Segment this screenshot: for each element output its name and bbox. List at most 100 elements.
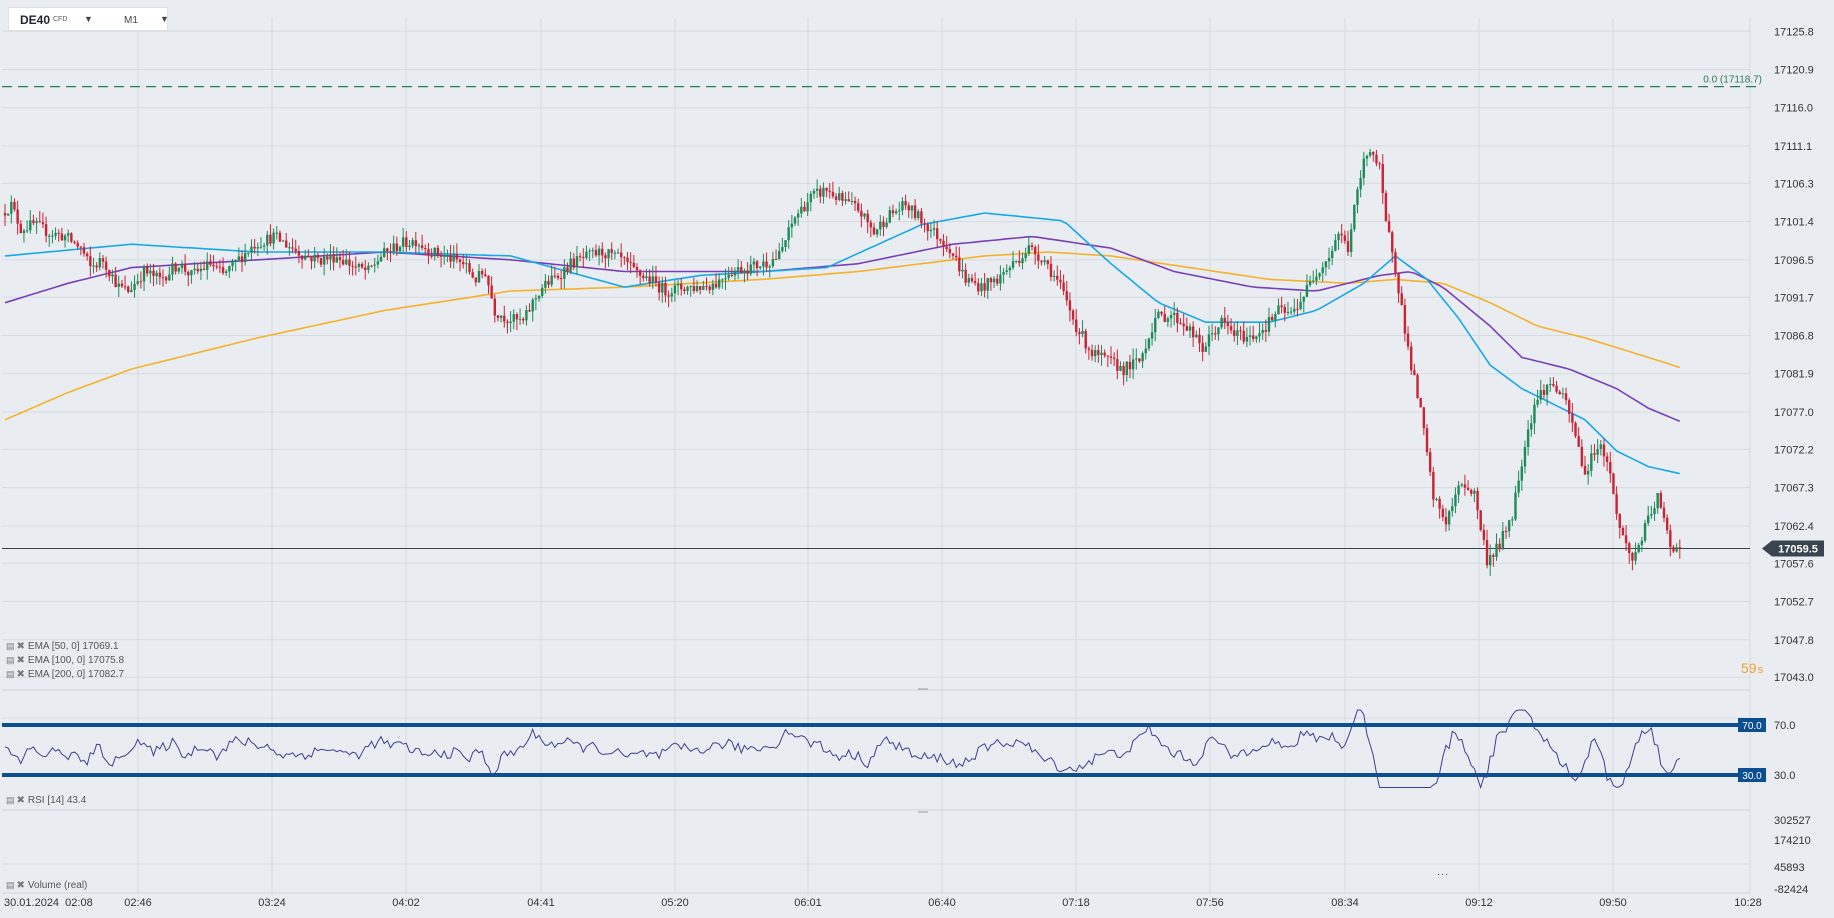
candle: [1520, 459, 1523, 491]
candle: [559, 270, 563, 289]
candle-body: [6, 213, 10, 216]
candle-body: [54, 232, 57, 236]
candle: [1656, 492, 1659, 514]
candle-body: [1564, 393, 1568, 401]
candle: [291, 238, 294, 254]
candle: [307, 249, 310, 258]
close-icon[interactable]: ✖: [16, 641, 25, 652]
candle: [76, 240, 79, 250]
candle-body: [958, 257, 961, 272]
candle: [1545, 383, 1549, 406]
candle-body: [1002, 271, 1005, 275]
candle: [1289, 306, 1293, 315]
candle-body: [702, 285, 705, 290]
candle: [136, 273, 139, 286]
rsi-panel: 70.0 30.0: [2, 709, 1766, 790]
candle-body: [936, 228, 939, 240]
candle-body: [1327, 257, 1331, 262]
candle: [629, 252, 632, 274]
candle: [954, 246, 958, 262]
candle-body: [578, 256, 582, 258]
candle-body: [771, 258, 775, 267]
rsi-level-badge-label: 70.0: [1742, 721, 1762, 732]
candle-body: [1492, 555, 1495, 557]
candle: [850, 192, 854, 206]
candle: [275, 226, 278, 240]
countdown-value: 59: [1741, 660, 1757, 676]
candle-body: [920, 211, 923, 224]
settings-icon[interactable]: ▤: [6, 669, 15, 679]
settings-icon[interactable]: ▤: [6, 641, 15, 651]
candle-body: [894, 211, 898, 214]
candle-body: [923, 223, 926, 225]
candle: [556, 272, 560, 281]
candle-body: [490, 285, 493, 299]
candle: [443, 245, 446, 265]
candle: [462, 254, 465, 269]
candle-body: [1596, 448, 1599, 455]
chevron-down-icon[interactable]: ▼: [160, 14, 169, 24]
close-icon[interactable]: ✖: [16, 795, 25, 806]
candle-body: [1163, 313, 1166, 322]
candle-body: [1334, 240, 1337, 251]
candle-body: [819, 188, 822, 197]
candle-body: [48, 235, 51, 237]
settings-icon[interactable]: ▤: [6, 655, 15, 665]
legend-ema200-label: EMA [200, 0] 17082.7: [27, 669, 125, 680]
candle: [104, 256, 108, 278]
candle: [218, 259, 222, 273]
candle: [1169, 310, 1173, 328]
symbol-selector[interactable]: DE40 CFD ▼ M1 ▼: [8, 7, 169, 31]
candle: [1305, 274, 1309, 298]
candle-body: [449, 254, 452, 262]
candle-body: [57, 232, 60, 234]
close-icon[interactable]: ✖: [16, 655, 25, 666]
candle: [547, 275, 550, 289]
close-icon[interactable]: ✖: [16, 880, 25, 891]
candle: [1318, 272, 1321, 280]
candle-body: [1558, 391, 1561, 395]
more-icon[interactable]: ...: [1437, 866, 1450, 878]
candle: [1119, 361, 1122, 372]
candle: [695, 280, 699, 293]
candle-body: [680, 283, 683, 290]
candle-body: [3, 213, 7, 216]
candle: [1586, 464, 1590, 485]
candle: [683, 286, 686, 295]
candle: [1125, 360, 1128, 382]
fibonacci-label: 0.0 (17118.7): [1703, 75, 1762, 86]
candle-body: [1460, 484, 1463, 486]
close-icon[interactable]: ✖: [16, 669, 25, 680]
candle: [1438, 496, 1441, 519]
timeframe-selector[interactable]: M1: [124, 15, 138, 26]
candle: [670, 287, 673, 303]
candle: [1353, 204, 1356, 232]
candle: [1277, 298, 1280, 315]
candle: [620, 243, 623, 268]
candle-body: [417, 245, 421, 247]
candle: [114, 266, 117, 288]
candle: [910, 205, 914, 219]
candle: [82, 242, 86, 257]
candle: [932, 219, 936, 237]
candle-body: [932, 228, 936, 230]
candle-body: [22, 230, 26, 234]
candle-body: [1252, 335, 1255, 339]
candle-body: [695, 286, 699, 292]
candle-body: [1277, 305, 1280, 315]
settings-icon[interactable]: ▤: [6, 795, 15, 805]
candle-body: [917, 211, 920, 219]
candle-body: [686, 286, 689, 291]
candle-body: [187, 271, 190, 276]
candle: [831, 181, 835, 199]
candle-body: [790, 223, 794, 228]
settings-icon[interactable]: ▤: [6, 880, 15, 890]
candle-body: [294, 248, 297, 252]
candle-body: [496, 315, 500, 318]
chevron-down-icon[interactable]: ▼: [84, 14, 93, 24]
candle: [1593, 443, 1596, 461]
candle: [10, 195, 13, 224]
candle: [1568, 397, 1571, 423]
candle: [1346, 230, 1350, 256]
